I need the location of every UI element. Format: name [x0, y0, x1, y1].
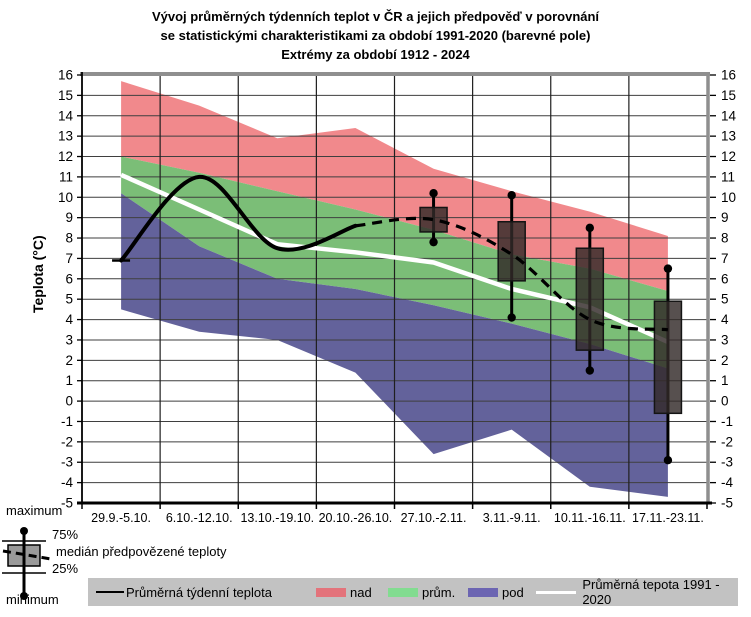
- y-tick-label-right: 16: [721, 68, 736, 83]
- x-tick-label: 3.11.-9.11.: [483, 511, 541, 525]
- y-tick-label-right: -5: [721, 496, 733, 511]
- boxplot-max-dot: [429, 189, 438, 198]
- boxplot-box: [497, 220, 526, 282]
- y-tick-label-right: 9: [721, 210, 729, 225]
- y-tick-label-left: 9: [65, 210, 73, 225]
- y-tick-label-left: 6: [65, 271, 73, 286]
- y-tick-label-right: 4: [721, 312, 729, 327]
- y-tick-label-left: 2: [65, 353, 73, 368]
- legend-prum-label: prům.: [422, 584, 456, 600]
- y-tick-label-right: 10: [721, 190, 736, 205]
- chart-title-line1: Vývoj průměrných týdenních teplot v ČR a…: [151, 9, 600, 24]
- white-line-swatch: [536, 590, 577, 594]
- chart-title-line2: se statistickými charakteristikami za ob…: [160, 28, 591, 43]
- legend-item-nad: nad: [316, 578, 372, 606]
- y-tick-label-left: -2: [61, 434, 73, 449]
- y-tick-label-right: 14: [721, 108, 737, 123]
- boxplot-legend-median: medián předpovězené teploty: [56, 544, 227, 559]
- y-tick-label-right: 12: [721, 149, 736, 164]
- x-tick-label: 27.10.-2.11.: [401, 511, 467, 525]
- boxplot-legend-maximum: maximum: [6, 503, 63, 518]
- legend-normal-label: Průměrná tepota 1991 - 2020: [582, 577, 720, 607]
- y-tick-label-right: -1: [721, 414, 733, 429]
- y-tick-label-left: -1: [61, 414, 73, 429]
- y-tick-label-left: -5: [61, 496, 73, 511]
- y-tick-label-right: 0: [721, 394, 729, 409]
- y-tick-label-left: 14: [58, 108, 74, 123]
- x-tick-label: 29.9.-5.10.: [91, 511, 151, 525]
- y-tick-label-right: 2: [721, 353, 729, 368]
- glyph-median-dashed: [2, 549, 52, 561]
- legend-item-prum: prům.: [388, 578, 455, 606]
- legend-bar: Průměrná týdenní teplota nad prům. pod P…: [88, 577, 738, 607]
- boxplot-min-dot: [507, 313, 516, 322]
- legend-item-normal: Průměrná tepota 1991 - 2020: [536, 577, 738, 607]
- y-tick-label-left: 11: [59, 169, 73, 184]
- boxplot-min-dot: [585, 366, 595, 375]
- x-tick-label: 6.10.-12.10.: [166, 511, 233, 525]
- nad-swatch: [316, 587, 346, 597]
- y-tick-label-left: -4: [61, 475, 73, 490]
- legend-nad-label: nad: [350, 584, 372, 600]
- y-tick-label-right: 6: [721, 271, 729, 286]
- boxplot-min-dot: [663, 456, 673, 465]
- chart-title-line3: Extrémy za období 1912 - 2024: [281, 47, 470, 62]
- y-tick-label-left: 3: [65, 332, 73, 347]
- x-tick-label: 13.10.-19.10.: [240, 511, 314, 525]
- y-tick-label-left: 0: [65, 394, 73, 409]
- boxplot-max-dot: [507, 191, 516, 200]
- legend-item-pod: pod: [468, 578, 524, 606]
- y-tick-label-right: 1: [721, 373, 729, 388]
- y-tick-label-right: -4: [721, 475, 733, 490]
- x-tick-label: 10.11.-16.11.: [554, 511, 626, 525]
- boxplot-min-dot: [429, 237, 438, 247]
- pod-swatch: [468, 587, 498, 597]
- chart-title: Vývoj průměrných týdenních teplot v ČR a…: [0, 7, 751, 64]
- y-tick-label-right: 3: [721, 332, 729, 347]
- boxplot-legend-75: 75%: [52, 527, 79, 542]
- y-tick-label-right: 13: [721, 129, 736, 144]
- boxplot-box: [653, 300, 683, 415]
- y-tick-label-left: -3: [61, 455, 73, 470]
- x-tick-label: 17.11.-23.11.: [632, 511, 704, 525]
- y-tick-label-left: 4: [65, 312, 73, 327]
- y-tick-label-left: 7: [65, 251, 73, 266]
- y-tick-label-left: 13: [58, 129, 73, 144]
- y-tick-label-left: 8: [65, 231, 73, 246]
- y-tick-label-left: 12: [58, 149, 73, 164]
- y-tick-label-right: -3: [721, 455, 733, 470]
- y-tick-label-left: 16: [58, 68, 73, 83]
- y-tick-label-right: -2: [721, 434, 733, 449]
- y-tick-label-right: 5: [721, 292, 729, 307]
- legend-avg-weekly-label: Průměrná týdenní teplota: [126, 584, 272, 600]
- y-tick-label-right: 11: [721, 169, 735, 184]
- observed-line: [119, 174, 358, 263]
- boxplot-legend-25: 25%: [52, 561, 79, 576]
- y-tick-label-left: 1: [65, 373, 73, 388]
- forecast-median-line: [355, 216, 669, 332]
- legend-item-avg-weekly: Průměrná týdenní teplota: [96, 578, 272, 606]
- boxplot-legend-minimum: minimum: [6, 592, 59, 607]
- y-tick-label-left: 15: [58, 88, 73, 103]
- boxplot-legend-glyph: [2, 527, 52, 600]
- y-tick-label-right: 15: [721, 88, 736, 103]
- prum-swatch: [388, 587, 418, 597]
- x-tick-label: 20.10.-26.10.: [319, 511, 393, 525]
- boxplot-legend: maximum 75% medián předpovězené teploty …: [0, 500, 240, 617]
- y-tick-label-left: 10: [58, 190, 73, 205]
- legend-pod-label: pod: [502, 584, 524, 600]
- black-line-swatch: [96, 591, 124, 593]
- boxplot-box: [575, 247, 605, 351]
- y-tick-label-left: 5: [65, 292, 73, 307]
- y-tick-label-right: 7: [721, 251, 729, 266]
- boxplot-max-dot: [585, 223, 595, 233]
- boxplot-max-dot: [663, 264, 673, 273]
- y-tick-label-right: 8: [721, 231, 729, 246]
